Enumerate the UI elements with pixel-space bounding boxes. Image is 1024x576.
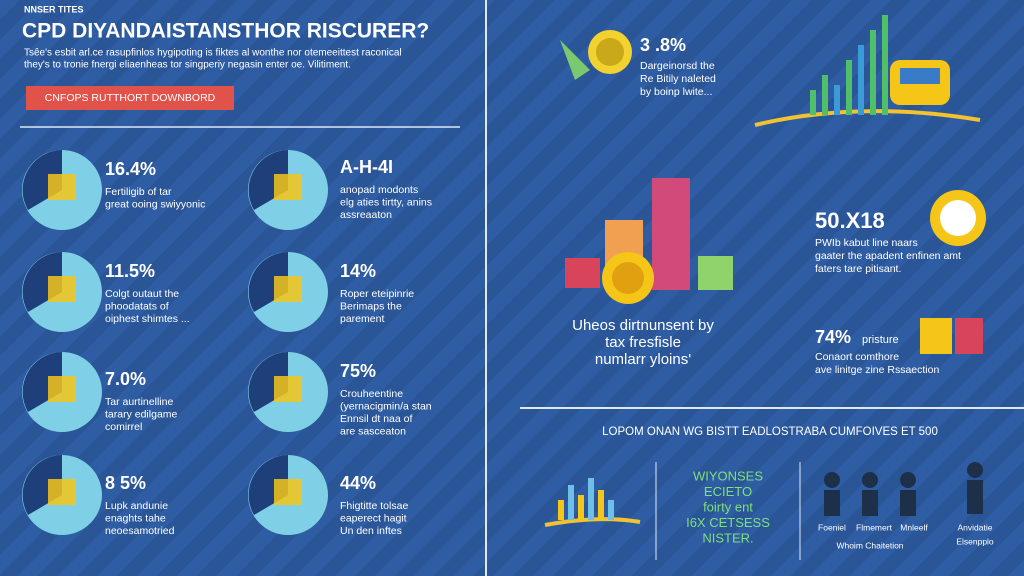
person-label: Mnleelf xyxy=(900,522,928,532)
illustration xyxy=(565,178,986,354)
illustration xyxy=(544,462,983,527)
stat-text: assreaaton xyxy=(340,209,392,221)
stat-text: Fertiligib of tar xyxy=(105,186,172,198)
button-label[interactable]: CNFOPS RUTTHORT DOWNBORD xyxy=(45,92,216,104)
section-title: LOPOM ONAN WG BISTT EADLOSTRABA CUMFOIVE… xyxy=(602,426,938,438)
person-label: Elsenpplo xyxy=(956,536,994,546)
illustration xyxy=(560,15,981,127)
caption: Uheos dirtnunsent by xyxy=(572,317,714,334)
stat-text: Lupk andunie xyxy=(105,500,168,512)
stat-value: A-H-4I xyxy=(340,157,393,177)
stat-value: 75% xyxy=(340,361,376,381)
caption: tax fresfisle xyxy=(605,334,681,351)
stat-text: (yernacigmin/a stan xyxy=(340,400,432,412)
stat-text: by boinp lwite... xyxy=(640,86,712,98)
bottom-line: WIYONSES xyxy=(693,468,763,483)
stat-value: 3 .8% xyxy=(640,35,686,55)
stat-icon xyxy=(48,276,76,302)
stat-text: Re Bitily naleted xyxy=(640,73,716,85)
stat-text: parement xyxy=(340,313,384,325)
stat-text: Conaort comthore xyxy=(815,351,899,363)
stat-text: Un den inftes xyxy=(340,525,402,537)
stat-text: ave linitge zine Rssaection xyxy=(815,364,939,376)
caption: numlarr yloins' xyxy=(595,351,691,368)
stat-icon xyxy=(274,174,302,200)
stat-value: 44% xyxy=(340,473,376,493)
bottom-line: ECIETO xyxy=(704,484,752,499)
stat-value: 14% xyxy=(340,261,376,281)
stat-text: Berimaps the xyxy=(340,300,402,312)
stat-text: neoesamotried xyxy=(105,525,175,537)
stat-icon xyxy=(48,376,76,402)
stat-text: Fhigtitte tolsae xyxy=(340,500,408,512)
bottom-line: I6X CETSESS xyxy=(686,515,770,530)
stat-icon xyxy=(48,174,76,200)
bottom-line: NISTER. xyxy=(702,530,753,545)
stat-text: Tar aurtinelline xyxy=(105,396,173,408)
stat-value: 8 5% xyxy=(105,473,146,493)
people-labels: Foeniel Flmemert Mnleelf Whoim Chaitetion An… xyxy=(818,522,994,550)
stat-text: anopad modonts xyxy=(340,184,418,196)
person-label: Anvidatie xyxy=(958,522,993,532)
stat-text: are sasceaton xyxy=(340,425,406,437)
stat-text: phoodatats of xyxy=(105,300,169,312)
stat-text: Dargeinorsd the xyxy=(640,60,715,72)
stat-label: pristure xyxy=(862,334,899,346)
bottom-line: foirty ent xyxy=(703,499,753,514)
stat-text: PWIb kabut line naars xyxy=(815,237,918,249)
kicker: NNSER TITES xyxy=(24,4,84,14)
stat-value: 7.0% xyxy=(105,369,146,389)
stat-text: comirrel xyxy=(105,421,142,433)
subtitle: they's to tronie fnergi eliaenheas tor s… xyxy=(24,60,351,71)
person-label: Foeniel xyxy=(818,522,846,532)
stat-text: Colgt outaut the xyxy=(105,288,179,300)
button[interactable] xyxy=(26,86,234,110)
stat-text: faters tare pitisant. xyxy=(815,263,901,275)
subtitle: Tsêe's esbit arl.ce rasupfinlos hygipoti… xyxy=(24,48,402,59)
person-label: Flmemert xyxy=(856,522,893,532)
stat-value: 16.4% xyxy=(105,159,156,179)
stat-text: Roper eteipinrie xyxy=(340,288,414,300)
stat-icon xyxy=(48,479,76,505)
stat-text: elg aties tirtty, anins xyxy=(340,196,432,208)
title: CPD DIYANDAISTANSTHOR RISCURER? xyxy=(22,20,429,43)
stat-value: 74% xyxy=(815,327,851,347)
stat-value: 50.X18 xyxy=(815,208,885,233)
stat-text: eaperect hagit xyxy=(340,512,407,524)
stat-icon xyxy=(274,479,302,505)
stat-text: great ooing swiyyonic xyxy=(105,198,205,210)
stat-text: tarary edilgame xyxy=(105,408,178,420)
stat-icon xyxy=(274,376,302,402)
stat-icon xyxy=(274,276,302,302)
stat-text: Ennsil dt naa of xyxy=(340,413,412,425)
stat-value: 11.5% xyxy=(105,261,155,281)
stat-text: Crouheentine xyxy=(340,388,403,400)
stat-text: enaghts tahe xyxy=(105,512,166,524)
stat-text: gaater the apadent enfinen amt xyxy=(815,250,961,262)
stat-text: oiphest shimtes ... xyxy=(105,313,190,325)
person-label: Whoim Chaitetion xyxy=(836,540,903,550)
